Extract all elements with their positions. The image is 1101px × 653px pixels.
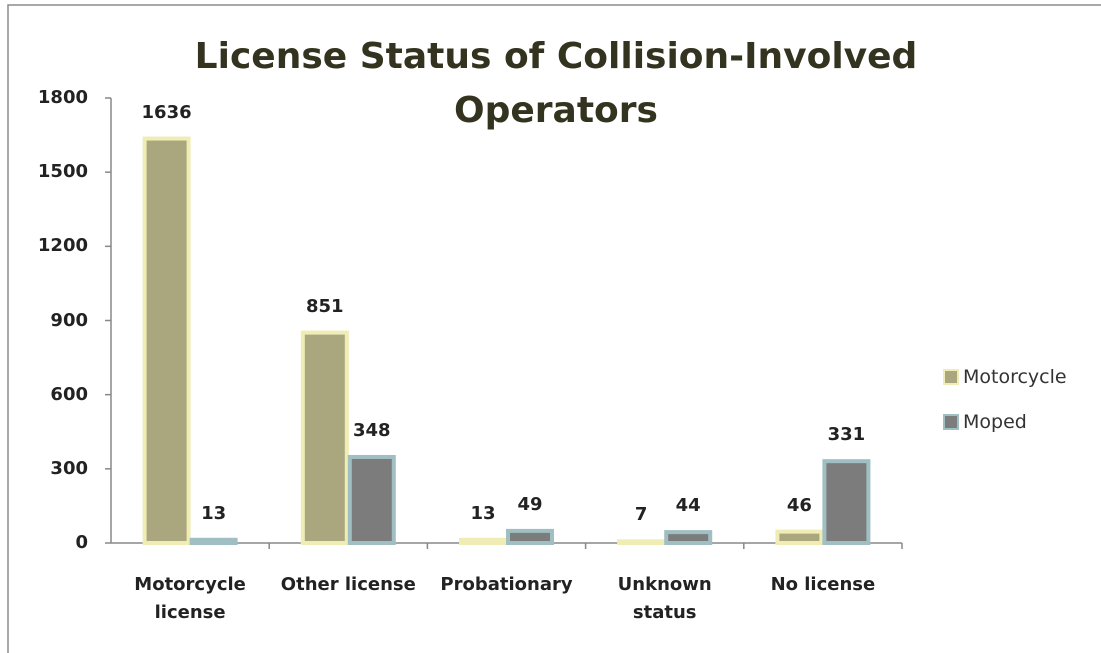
bar: [506, 528, 554, 545]
value-label: 348: [353, 419, 391, 441]
y-tick-label: 1500: [37, 161, 88, 183]
value-label: 851: [306, 295, 344, 317]
value-label: 49: [517, 493, 543, 515]
chart-border: [7, 4, 1101, 653]
y-tick-label: 1800: [37, 87, 88, 108]
bar: [775, 529, 824, 546]
y-tick-label: 0: [75, 532, 88, 553]
legend-label: Motorcycle: [963, 366, 1067, 388]
y-tick-label: 1200: [37, 235, 88, 257]
legend-swatch: [943, 369, 959, 385]
value-label: 13: [470, 502, 496, 524]
y-tick-label: 600: [50, 383, 88, 405]
bar: [300, 330, 349, 545]
bar: [142, 136, 191, 546]
value-label: 331: [827, 424, 866, 446]
x-tick-label: No license: [770, 574, 876, 595]
bar: [822, 459, 871, 545]
x-tick-label: Motorcycle license: [134, 574, 246, 623]
value-label: 7: [634, 504, 648, 526]
x-tick-label: Probationary: [440, 574, 573, 595]
bar: [617, 539, 666, 546]
value-label: 46: [786, 494, 812, 516]
value-label: 13: [201, 502, 227, 524]
value-label: 1636: [141, 101, 192, 123]
bar: [664, 530, 713, 545]
bar: [189, 537, 238, 546]
chart-title: License Status of Collision-Involved Ope…: [194, 36, 918, 131]
x-tick-label: Unknown status: [617, 574, 712, 623]
y-tick-label: 300: [50, 457, 88, 479]
y-tick-label: 900: [50, 309, 88, 331]
x-tick-label: Other license: [280, 574, 416, 595]
legend-label: Moped: [963, 411, 1027, 433]
bar: [347, 454, 396, 546]
legend-swatch: [943, 414, 959, 430]
bar: [459, 537, 507, 546]
value-label: 44: [675, 495, 701, 517]
